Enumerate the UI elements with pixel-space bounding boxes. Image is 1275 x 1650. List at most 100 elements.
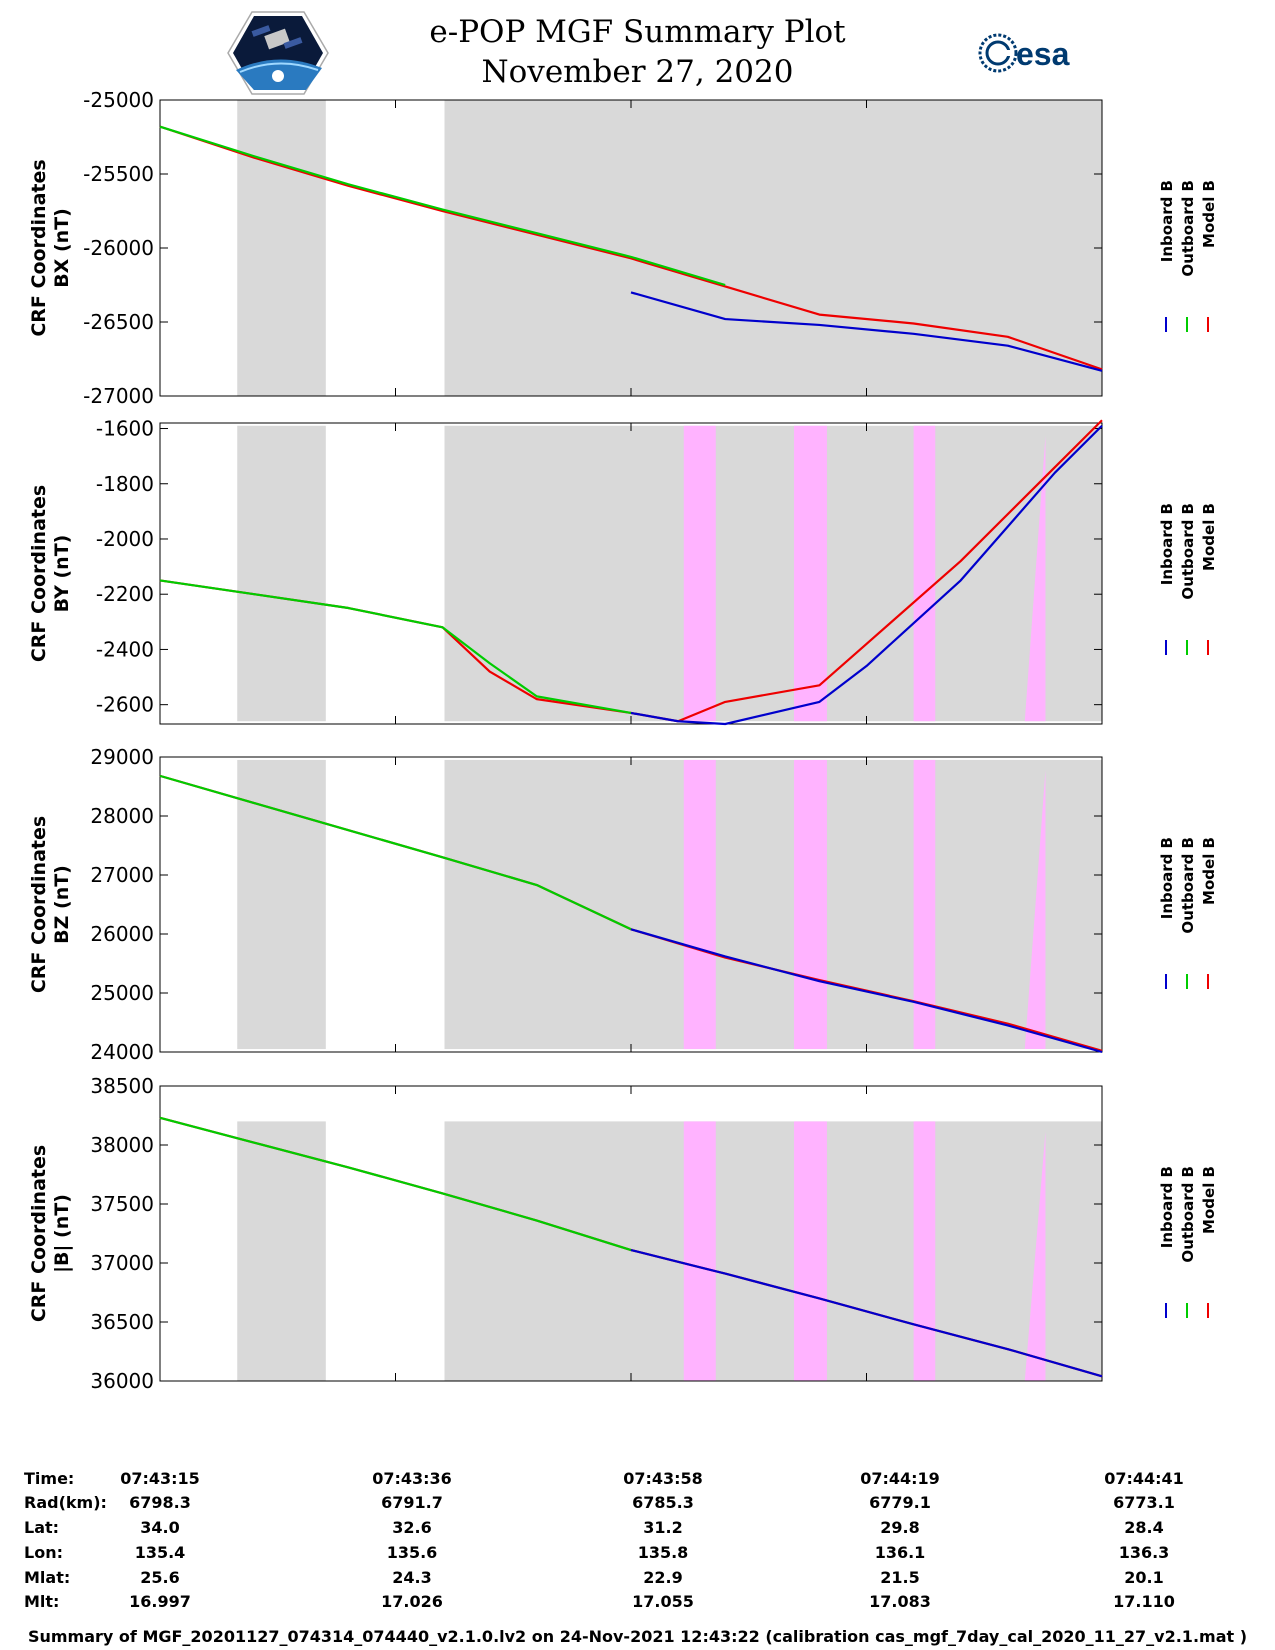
ephemeris-row-label: Mlt: bbox=[24, 1592, 60, 1611]
ephemeris-value: 16.997 bbox=[129, 1592, 191, 1611]
pink-shade-1 bbox=[683, 1121, 716, 1381]
ephemeris-value: 07:43:58 bbox=[623, 1469, 703, 1488]
legend-label: Outboard B bbox=[1179, 837, 1197, 934]
ephemeris-value: 6785.3 bbox=[632, 1493, 694, 1512]
legend-label: Inboard B bbox=[1158, 1166, 1176, 1248]
esa-logo-text: esa bbox=[1016, 36, 1070, 72]
y-tick-label: 36500 bbox=[90, 1310, 154, 1334]
ephemeris-value: 135.8 bbox=[637, 1543, 689, 1562]
y-tick-label: -1600 bbox=[96, 417, 154, 441]
y-tick-label: 38500 bbox=[90, 1074, 154, 1098]
pink-shade-2 bbox=[793, 1121, 827, 1381]
cassiope-logo bbox=[227, 11, 329, 95]
legend-label: Outboard B bbox=[1179, 180, 1197, 277]
esa-logo: esa bbox=[978, 33, 1070, 73]
ephemeris-row-label: Rad(km): bbox=[24, 1493, 107, 1512]
ephemeris-value: 6791.7 bbox=[381, 1493, 443, 1512]
series-model-b bbox=[159, 125, 1103, 371]
legend-label: Inboard B bbox=[1158, 503, 1176, 585]
ephemeris-row-label: Lon: bbox=[24, 1543, 63, 1562]
pink-wedge bbox=[1024, 1131, 1046, 1381]
pink-wedge bbox=[1024, 769, 1046, 1050]
ephemeris-value: 17.083 bbox=[869, 1592, 931, 1611]
gray-shade-2 bbox=[444, 425, 1102, 722]
plot-panel-3: 29000 28000 27000 26000 25000 24000 CRF Coordi… bbox=[28, 745, 1218, 1064]
ephemeris-value: 07:44:41 bbox=[1104, 1469, 1184, 1488]
y-tick-label: -2200 bbox=[96, 582, 154, 606]
gray-shade-1 bbox=[237, 1121, 326, 1381]
series-inboard-b bbox=[630, 928, 1103, 1054]
ephemeris-value: 17.055 bbox=[632, 1592, 694, 1611]
pink-shade-1 bbox=[683, 425, 716, 722]
ephemeris-value: 6779.1 bbox=[869, 1493, 931, 1512]
ephemeris-value: 6773.1 bbox=[1113, 1493, 1175, 1512]
ephemeris-value: 20.1 bbox=[1124, 1568, 1164, 1587]
y-tick-label: 25000 bbox=[90, 981, 154, 1005]
y-axis-label-line1: CRF Coordinates bbox=[28, 1145, 50, 1322]
legend-label: Model B bbox=[1200, 1166, 1218, 1234]
gray-shade-1 bbox=[237, 425, 326, 722]
ephemeris-value: 136.3 bbox=[1118, 1543, 1170, 1562]
gray-shade-2 bbox=[444, 100, 1102, 396]
ephemeris-value: 17.110 bbox=[1113, 1592, 1175, 1611]
y-tick-label: 36000 bbox=[90, 1369, 154, 1393]
y-tick-label: 26000 bbox=[90, 922, 154, 946]
y-tick-label: -26000 bbox=[83, 236, 154, 260]
plot-date: November 27, 2020 bbox=[481, 54, 794, 90]
ephemeris-value: 32.6 bbox=[392, 1518, 432, 1537]
legend-label: Inboard B bbox=[1158, 180, 1176, 262]
ephemeris-value: 24.3 bbox=[392, 1568, 432, 1587]
ephemeris-value: 25.6 bbox=[140, 1568, 180, 1587]
pink-shade-3 bbox=[913, 425, 936, 722]
ephemeris-value: 34.0 bbox=[140, 1518, 180, 1537]
y-tick-label: 37000 bbox=[90, 1251, 154, 1275]
y-axis-label-line2: BX (nT) bbox=[51, 208, 73, 288]
y-tick-label: 28000 bbox=[90, 804, 154, 828]
legend-label: Model B bbox=[1200, 503, 1218, 571]
ephemeris-value: 31.2 bbox=[643, 1518, 683, 1537]
plot-title: e-POP MGF Summary Plot bbox=[429, 14, 846, 50]
gray-shade-1 bbox=[237, 759, 326, 1050]
series-outboard-b bbox=[159, 125, 726, 287]
y-axis-label-line1: CRF Coordinates bbox=[28, 159, 50, 336]
pink-shade-3 bbox=[913, 759, 936, 1050]
series-inboard-b bbox=[630, 1248, 1103, 1378]
y-tick-label: -25500 bbox=[83, 162, 154, 186]
legend-label: Outboard B bbox=[1179, 1166, 1197, 1263]
y-tick-label: -25000 bbox=[83, 88, 154, 112]
series-inboard-b bbox=[630, 291, 1103, 372]
y-tick-label: -26500 bbox=[83, 310, 154, 334]
y-axis-label-line2: BY (nT) bbox=[51, 535, 73, 613]
ephemeris-row-label: Lat: bbox=[24, 1518, 60, 1537]
ephemeris-value: 21.5 bbox=[880, 1568, 920, 1587]
y-tick-label: -2600 bbox=[96, 693, 154, 717]
pink-shade-2 bbox=[793, 425, 827, 722]
legend-label: Model B bbox=[1200, 180, 1218, 248]
y-tick-label: 24000 bbox=[90, 1040, 154, 1064]
ephemeris-value: 07:43:36 bbox=[372, 1469, 452, 1488]
y-tick-label: -2000 bbox=[96, 527, 154, 551]
series-outboard-b bbox=[159, 774, 632, 931]
plot-panel-2: -1600 -1800 -2000 -2200 -2400 -2600 CRF Coordi… bbox=[28, 417, 1218, 726]
ephemeris-value: 28.4 bbox=[1124, 1518, 1164, 1537]
ephemeris-value: 17.026 bbox=[381, 1592, 443, 1611]
y-axis-label-line1: CRF Coordinates bbox=[28, 485, 50, 662]
series-outboard-b bbox=[159, 1116, 632, 1252]
series-inboard-b bbox=[630, 424, 1103, 726]
ephemeris-row-label: Time: bbox=[24, 1469, 75, 1488]
plot-panel-1: -25000 -25500 -26000 -26500 -27000 CRF Coordi… bbox=[28, 88, 1218, 408]
y-axis-label-line2: BZ (nT) bbox=[51, 865, 73, 944]
series-outboard-b bbox=[159, 579, 632, 715]
ephemeris-value: 07:44:19 bbox=[860, 1469, 940, 1488]
y-tick-label: 38000 bbox=[90, 1133, 154, 1157]
legend-label: Outboard B bbox=[1179, 503, 1197, 600]
gray-shade-2 bbox=[444, 1121, 1102, 1381]
ephemeris-value: 29.8 bbox=[880, 1518, 920, 1537]
ephemeris-row-label: Mlat: bbox=[24, 1568, 71, 1587]
pink-shade-2 bbox=[793, 759, 827, 1050]
ephemeris-value: 6798.3 bbox=[129, 1493, 191, 1512]
gray-shade-2 bbox=[444, 759, 1102, 1050]
gray-shade-1 bbox=[237, 100, 326, 396]
footer-caption: Summary of MGF_20201127_074314_074440_v2… bbox=[27, 1627, 1248, 1646]
